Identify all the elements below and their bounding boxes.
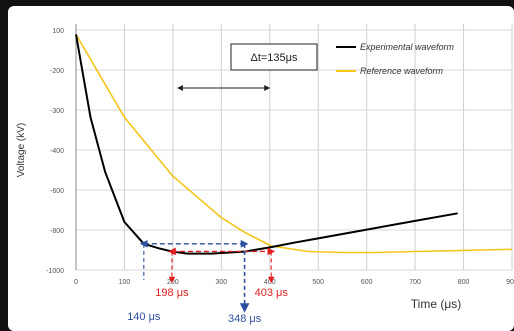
marker-label: 198 μs xyxy=(155,287,189,299)
y-tick-label: -400 xyxy=(50,148,64,155)
legend: Experimental waveform Reference waveform xyxy=(336,42,455,76)
x-tick-label: 200 xyxy=(167,279,179,286)
x-tick-label: 400 xyxy=(264,279,276,286)
x-tick-labels: 0 100 200 300 400 500 600 700 800 900 xyxy=(74,279,514,286)
y-tick-label: -300 xyxy=(50,108,64,115)
x-tick-label: 0 xyxy=(74,279,78,286)
marker-label: 348 μs xyxy=(228,313,262,325)
y-tick-label: -800 xyxy=(50,228,64,235)
x-tick-label: 300 xyxy=(215,279,227,286)
x-tick-label: 600 xyxy=(361,279,373,286)
x-tick-label: 900 xyxy=(506,279,514,286)
y-tick-label: -600 xyxy=(50,188,64,195)
y-tick-label: -200 xyxy=(50,68,64,75)
x-tick-label: 700 xyxy=(409,279,421,286)
legend-label-reference: Reference waveform xyxy=(360,66,444,76)
y-tick-labels: 100 -200 -300 -400 -600 -800 -1000 xyxy=(46,28,64,275)
x-axis-label: Time (μs) xyxy=(411,297,461,311)
x-tick-label: 800 xyxy=(458,279,470,286)
marker-label: 403 μs xyxy=(255,287,289,299)
delta-label-box xyxy=(230,43,318,71)
marker-label: 140 μs xyxy=(127,311,161,323)
reference-waveform-line xyxy=(75,33,513,254)
delta-label: Δt=135μs xyxy=(250,52,298,64)
y-axis-label: Voltage (kV) xyxy=(16,123,27,177)
x-tick-label: 500 xyxy=(312,279,324,286)
grid-lines xyxy=(75,24,513,271)
y-tick-label: 100 xyxy=(52,28,64,35)
y-tick-label: -1000 xyxy=(46,268,64,275)
legend-label-experimental: Experimental waveform xyxy=(360,42,455,52)
x-tick-label: 100 xyxy=(119,279,131,286)
annotations: Δt=135μs 140 μs 198 μs 403 μs 348 μs xyxy=(127,43,318,325)
